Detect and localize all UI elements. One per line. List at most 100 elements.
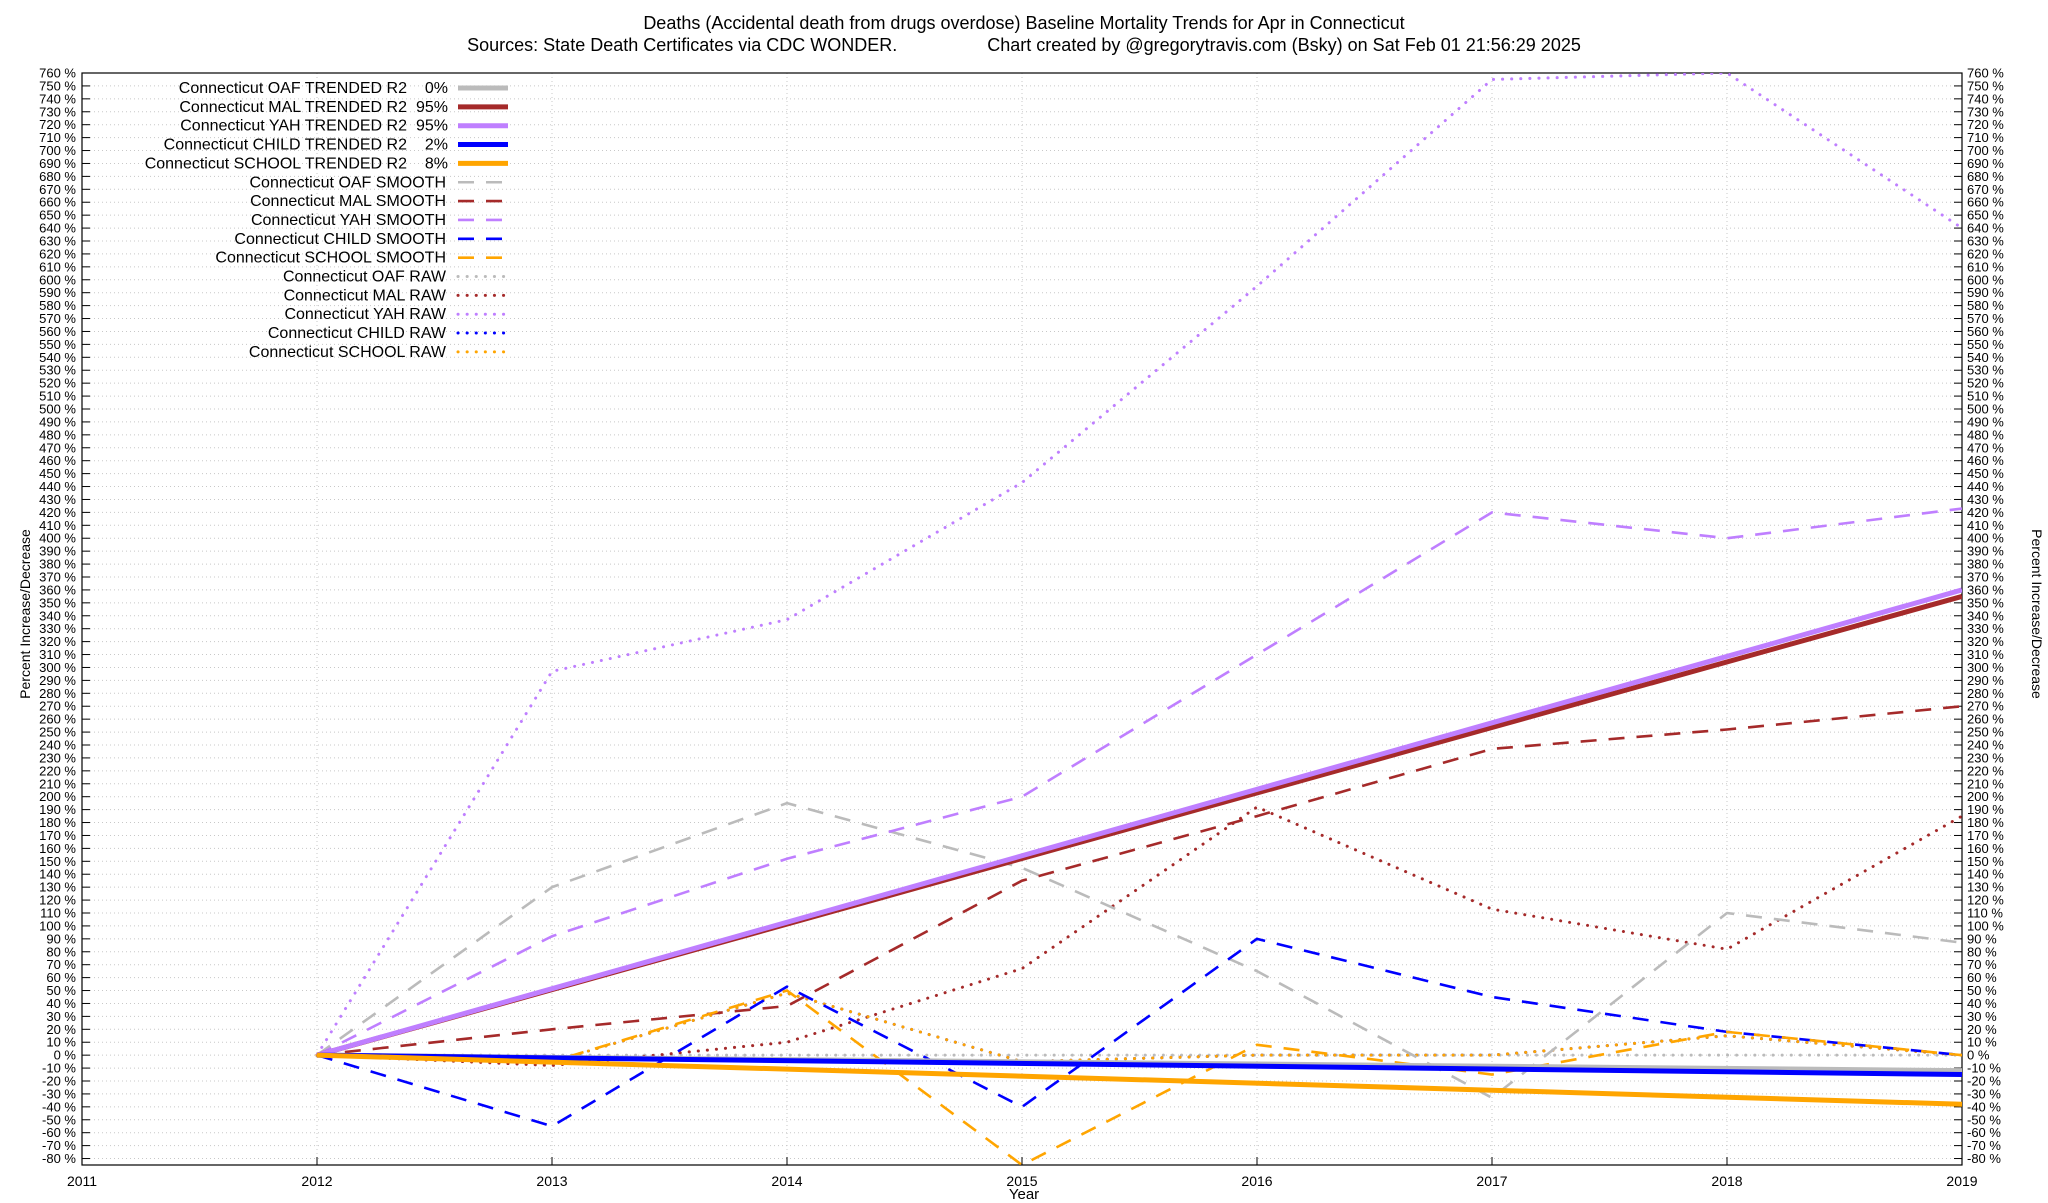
- legend-label: Connecticut OAF TRENDED R2: [179, 80, 407, 97]
- legend-label: Connecticut YAH TRENDED R2: [180, 118, 407, 135]
- y-tick-label-left: -80 %: [42, 1151, 76, 1166]
- y-tick-label-right: 300 %: [1967, 660, 2004, 675]
- y-tick-label-left: 740 %: [39, 91, 76, 106]
- y-tick-label-right: 140 %: [1967, 867, 2004, 882]
- y-tick-label-right: 740 %: [1967, 91, 2004, 106]
- x-tick-label: 2012: [301, 1173, 332, 1189]
- y-tick-label-left: 340 %: [39, 608, 76, 623]
- y-tick-label-left: -50 %: [42, 1112, 76, 1127]
- series-line: [315, 73, 1962, 1057]
- y-tick-label-right: 70 %: [1967, 957, 1997, 972]
- y-tick-label-left: 530 %: [39, 363, 76, 378]
- legend-label: Connecticut CHILD RAW: [268, 325, 447, 342]
- y-tick-label-left: 40 %: [46, 996, 76, 1011]
- y-tick-label-right: 110 %: [1967, 906, 2003, 921]
- legend-label: Connecticut MAL TRENDED R2: [179, 99, 407, 116]
- chart-credit: Chart created by @gregorytravis.com (Bsk…: [987, 35, 1581, 55]
- y-tick-label-right: 510 %: [1967, 389, 2004, 404]
- x-tick-label: 2014: [771, 1173, 802, 1189]
- y-tick-label-left: 460 %: [39, 453, 76, 468]
- x-axis-label: Year: [1008, 1186, 1040, 1203]
- y-tick-label-right: 0 %: [1967, 1048, 1990, 1063]
- legend-label: Connecticut OAF SMOOTH: [250, 174, 447, 191]
- y-tick-label-left: 140 %: [39, 867, 76, 882]
- legend-label: Connecticut YAH RAW: [284, 306, 446, 323]
- legend-label: Connecticut YAH SMOOTH: [251, 212, 446, 229]
- y-tick-label-left: 420 %: [39, 505, 76, 520]
- y-tick-label-left: 80 %: [46, 944, 76, 959]
- y-tick-label-left: 180 %: [39, 815, 76, 830]
- y-tick-label-left: 300 %: [39, 660, 76, 675]
- y-tick-label-right: 170 %: [1967, 828, 2004, 843]
- y-tick-label-left: -70 %: [42, 1138, 76, 1153]
- y-tick-label-left: 280 %: [39, 686, 76, 701]
- y-tick-label-right: 40 %: [1967, 996, 1997, 1011]
- series-line: [316, 989, 1962, 1165]
- series-line: [315, 805, 1962, 1067]
- y-tick-label-left: 680 %: [39, 169, 76, 184]
- y-tick-label-left: 210 %: [39, 776, 76, 791]
- y-tick-label-right: 150 %: [1967, 854, 2004, 869]
- y-tick-label-left: -40 %: [42, 1099, 76, 1114]
- y-tick-label-left: 710 %: [39, 130, 76, 145]
- y-tick-label-right: 180 %: [1967, 815, 2004, 830]
- chart-sources: Sources: State Death Certificates via CD…: [467, 35, 898, 55]
- y-tick-label-right: 480 %: [1967, 427, 2004, 442]
- y-tick-label-left: 430 %: [39, 492, 76, 507]
- legend-label: Connecticut MAL RAW: [284, 287, 447, 304]
- y-tick-label-left: 510 %: [39, 389, 76, 404]
- y-tick-label-left: 550 %: [39, 337, 76, 352]
- y-tick-label-left: 330 %: [39, 621, 76, 636]
- y-tick-label-right: 370 %: [1967, 570, 2004, 585]
- legend-label: Connecticut CHILD TRENDED R2: [164, 137, 407, 154]
- y-tick-label-left: 10 %: [46, 1035, 76, 1050]
- y-tick-label-left: 570 %: [39, 311, 76, 326]
- y-tick-label-left: 700 %: [39, 143, 76, 158]
- y-tick-label-right: -30 %: [1967, 1086, 2001, 1101]
- y-tick-label-left: 480 %: [39, 427, 76, 442]
- y-tick-label-left: 90 %: [46, 931, 76, 946]
- y-tick-label-right: 290 %: [1967, 673, 2004, 688]
- y-tick-label-right: 190 %: [1967, 802, 2004, 817]
- legend-label: Connecticut SCHOOL RAW: [249, 344, 447, 361]
- y-tick-label-left: 130 %: [39, 880, 76, 895]
- y-tick-label-left: 390 %: [39, 544, 76, 559]
- y-tick-label-left: 320 %: [39, 634, 76, 649]
- y-tick-label-right: -60 %: [1967, 1125, 2001, 1140]
- y-tick-label-left: 270 %: [39, 699, 76, 714]
- y-tick-label-left: 750 %: [39, 78, 76, 93]
- y-tick-label-left: 350 %: [39, 595, 76, 610]
- y-tick-label-left: 470 %: [39, 440, 76, 455]
- y-tick-label-right: 540 %: [1967, 350, 2004, 365]
- legend-label: Connecticut SCHOOL TRENDED R2: [145, 155, 407, 172]
- y-tick-label-right: 470 %: [1967, 440, 2004, 455]
- y-tick-label-left: -10 %: [42, 1061, 76, 1076]
- y-tick-label-left: 60 %: [46, 970, 76, 985]
- y-tick-label-left: 100 %: [39, 918, 76, 933]
- x-tick-label: 2016: [1241, 1173, 1272, 1189]
- y-tick-label-right: 660 %: [1967, 195, 2004, 210]
- y-tick-label-right: 80 %: [1967, 944, 1997, 959]
- y-tick-label-left: 610 %: [39, 259, 76, 274]
- x-tick-label: 2015: [1006, 1173, 1037, 1189]
- y-tick-label-right: 360 %: [1967, 582, 2004, 597]
- y-tick-label-left: 450 %: [39, 466, 76, 481]
- y-tick-label-right: 200 %: [1967, 789, 2004, 804]
- y-tick-label-right: 420 %: [1967, 505, 2004, 520]
- y-tick-label-right: 760 %: [1967, 66, 2004, 81]
- y-tick-label-left: 240 %: [39, 738, 76, 753]
- y-tick-label-left: 690 %: [39, 156, 76, 171]
- y-tick-label-right: 730 %: [1967, 104, 2004, 119]
- y-tick-label-left: -60 %: [42, 1125, 76, 1140]
- y-tick-label-right: 630 %: [1967, 234, 2004, 249]
- y-tick-label-left: 760 %: [39, 66, 76, 81]
- series-line: [316, 1052, 1962, 1107]
- y-tick-label-right: 330 %: [1967, 621, 2004, 636]
- y-tick-label-right: 10 %: [1967, 1035, 1997, 1050]
- y-tick-label-left: -20 %: [42, 1074, 76, 1089]
- y-tick-label-right: 120 %: [1967, 893, 2004, 908]
- y-tick-label-right: 640 %: [1967, 221, 2004, 236]
- y-tick-label-left: 0 %: [54, 1048, 77, 1063]
- x-tick-label: 2018: [1711, 1173, 1742, 1189]
- y-tick-label-right: 710 %: [1967, 130, 2004, 145]
